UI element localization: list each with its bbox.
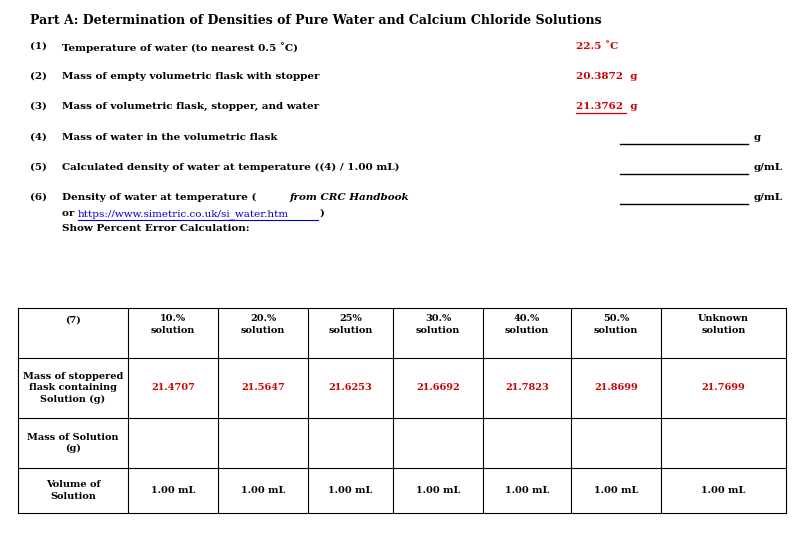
Text: 40.%
solution: 40.% solution bbox=[505, 314, 549, 335]
Text: 1.00 mL: 1.00 mL bbox=[594, 486, 638, 495]
Text: g: g bbox=[754, 133, 761, 142]
Text: 21.3762  g: 21.3762 g bbox=[576, 102, 638, 111]
Text: 22.5 ˚C: 22.5 ˚C bbox=[576, 42, 618, 51]
Text: Mass of empty volumetric flask with stopper: Mass of empty volumetric flask with stop… bbox=[62, 72, 319, 81]
Text: from CRC Handbook: from CRC Handbook bbox=[290, 193, 409, 202]
Text: Part A: Determination of Densities of Pure Water and Calcium Chloride Solutions: Part A: Determination of Densities of Pu… bbox=[30, 14, 601, 27]
Text: 1.00 mL: 1.00 mL bbox=[241, 486, 285, 495]
Text: Mass of Solution
(g): Mass of Solution (g) bbox=[27, 432, 118, 454]
Text: (1): (1) bbox=[30, 42, 47, 51]
Text: Mass of water in the volumetric flask: Mass of water in the volumetric flask bbox=[62, 133, 277, 142]
Text: 21.8699: 21.8699 bbox=[594, 383, 638, 393]
Text: 1.00 mL: 1.00 mL bbox=[505, 486, 549, 495]
Text: 21.7823: 21.7823 bbox=[505, 383, 549, 393]
Text: Mass of volumetric flask, stopper, and water: Mass of volumetric flask, stopper, and w… bbox=[62, 102, 319, 111]
Text: 21.6692: 21.6692 bbox=[416, 383, 460, 393]
Text: 10.%
solution: 10.% solution bbox=[151, 314, 195, 335]
Text: (5): (5) bbox=[30, 163, 47, 172]
Text: 1.00 mL: 1.00 mL bbox=[151, 486, 195, 495]
Text: 21.5647: 21.5647 bbox=[241, 383, 285, 393]
Text: or: or bbox=[62, 209, 78, 218]
Text: (7): (7) bbox=[65, 316, 81, 325]
Text: (3): (3) bbox=[30, 102, 47, 111]
Text: 21.7699: 21.7699 bbox=[702, 383, 746, 393]
Text: 50.%
solution: 50.% solution bbox=[594, 314, 638, 335]
Text: (6): (6) bbox=[30, 193, 47, 202]
Text: Temperature of water (to nearest 0.5 ˚C): Temperature of water (to nearest 0.5 ˚C) bbox=[62, 42, 298, 53]
Text: 20.3872  g: 20.3872 g bbox=[576, 72, 638, 81]
Text: Volume of
Solution: Volume of Solution bbox=[46, 480, 100, 501]
Text: Mass of stoppered
flask containing
Solution (g): Mass of stoppered flask containing Solut… bbox=[23, 372, 123, 405]
Text: g/mL: g/mL bbox=[754, 163, 783, 172]
Text: 21.6253: 21.6253 bbox=[329, 383, 372, 393]
Text: 1.00 mL: 1.00 mL bbox=[328, 486, 372, 495]
Text: Unknown
solution: Unknown solution bbox=[698, 314, 749, 335]
Text: (2): (2) bbox=[30, 72, 47, 81]
Text: 1.00 mL: 1.00 mL bbox=[416, 486, 460, 495]
Text: Calculated density of water at temperature ((4) / 1.00 mL): Calculated density of water at temperatu… bbox=[62, 163, 400, 172]
Text: 1.00 mL: 1.00 mL bbox=[701, 486, 746, 495]
Text: ): ) bbox=[320, 209, 325, 218]
Text: Density of water at temperature (: Density of water at temperature ( bbox=[62, 193, 256, 202]
Text: 30.%
solution: 30.% solution bbox=[416, 314, 460, 335]
Text: 25%
solution: 25% solution bbox=[328, 314, 372, 335]
Text: Show Percent Error Calculation:: Show Percent Error Calculation: bbox=[62, 224, 250, 233]
Text: (4): (4) bbox=[30, 133, 47, 142]
Text: 20.%
solution: 20.% solution bbox=[241, 314, 285, 335]
Text: g/mL: g/mL bbox=[754, 193, 783, 202]
Text: 21.4707: 21.4707 bbox=[151, 383, 195, 393]
Text: https://www.simetric.co.uk/si_water.htm: https://www.simetric.co.uk/si_water.htm bbox=[78, 209, 289, 219]
